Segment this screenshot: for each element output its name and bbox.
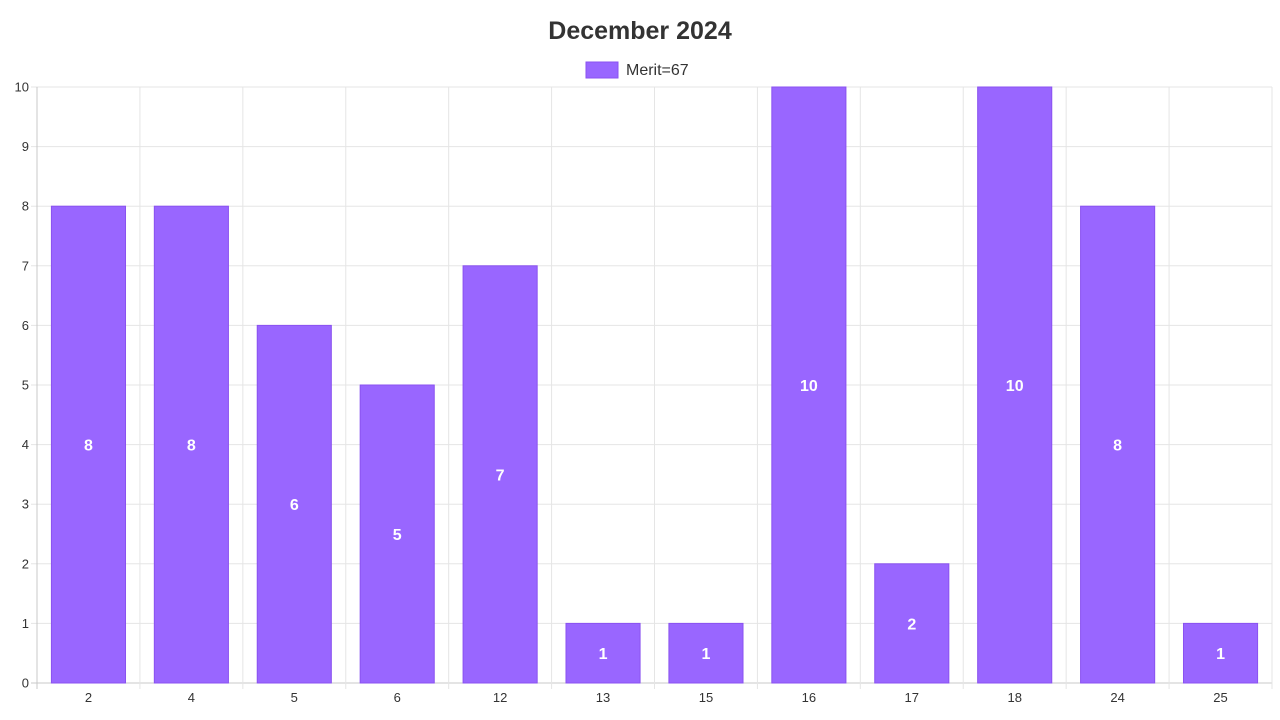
y-tick-label: 9 <box>22 139 29 154</box>
y-tick-label: 10 <box>15 80 29 95</box>
x-tick-label: 25 <box>1213 690 1227 705</box>
legend[interactable]: Merit=67 <box>585 61 689 79</box>
x-tick-label: 13 <box>596 690 610 705</box>
y-tick-label: 5 <box>22 378 29 393</box>
x-tick-label: 6 <box>394 690 401 705</box>
bar-value-label: 1 <box>599 646 608 663</box>
bar-value-label: 8 <box>1113 438 1122 455</box>
y-tick-label: 1 <box>22 616 29 631</box>
bar-value-label: 10 <box>800 378 818 395</box>
x-tick-label: 12 <box>493 690 507 705</box>
bar[interactable] <box>153 205 229 684</box>
bar-value-label: 1 <box>1216 646 1225 663</box>
y-axis-ticks: 0 1 2 3 4 5 6 7 8 9 10 <box>15 80 29 691</box>
bar-value-label: 10 <box>1006 378 1024 395</box>
y-tick-label: 7 <box>22 258 29 273</box>
x-tick-label: 16 <box>802 690 816 705</box>
bar[interactable] <box>359 384 435 684</box>
x-tick-label: 5 <box>291 690 298 705</box>
bar[interactable] <box>668 622 744 684</box>
bar[interactable] <box>1080 205 1156 684</box>
bar[interactable] <box>565 622 641 684</box>
bar-value-label: 2 <box>907 616 916 633</box>
bar-value-label: 8 <box>84 438 93 455</box>
grid <box>31 86 1273 689</box>
bar[interactable] <box>771 86 847 684</box>
x-axis-ticks: 2 4 5 6 12 13 15 16 17 18 24 25 <box>85 690 1228 705</box>
y-tick-label: 8 <box>22 199 29 214</box>
bar[interactable] <box>256 324 332 684</box>
y-tick-label: 0 <box>22 676 29 691</box>
y-tick-label: 3 <box>22 497 29 512</box>
data-labels: 8 8 6 5 7 1 1 10 2 10 8 1 <box>84 378 1225 663</box>
x-tick-label: 2 <box>85 690 92 705</box>
bar[interactable] <box>1182 622 1259 684</box>
y-tick-label: 6 <box>22 318 29 333</box>
bars <box>50 86 1259 684</box>
bar-value-label: 8 <box>187 438 196 455</box>
bar-value-label: 7 <box>496 467 505 484</box>
bar[interactable] <box>874 563 950 684</box>
x-tick-label: 17 <box>905 690 919 705</box>
chart-title: December 2024 <box>548 17 732 45</box>
bar-value-label: 5 <box>393 527 402 544</box>
bar-value-label: 6 <box>290 497 299 514</box>
x-tick-label: 24 <box>1110 690 1124 705</box>
y-tick-label: 2 <box>22 556 29 571</box>
x-tick-label: 15 <box>699 690 713 705</box>
x-tick-label: 4 <box>188 690 195 705</box>
bar-value-label: 1 <box>702 646 711 663</box>
legend-label: Merit=67 <box>626 62 689 79</box>
bar[interactable] <box>977 86 1053 684</box>
x-tick-label: 18 <box>1007 690 1021 705</box>
bar[interactable] <box>462 265 538 684</box>
legend-swatch <box>585 61 619 79</box>
y-tick-label: 4 <box>22 437 29 452</box>
bar[interactable] <box>50 205 127 684</box>
